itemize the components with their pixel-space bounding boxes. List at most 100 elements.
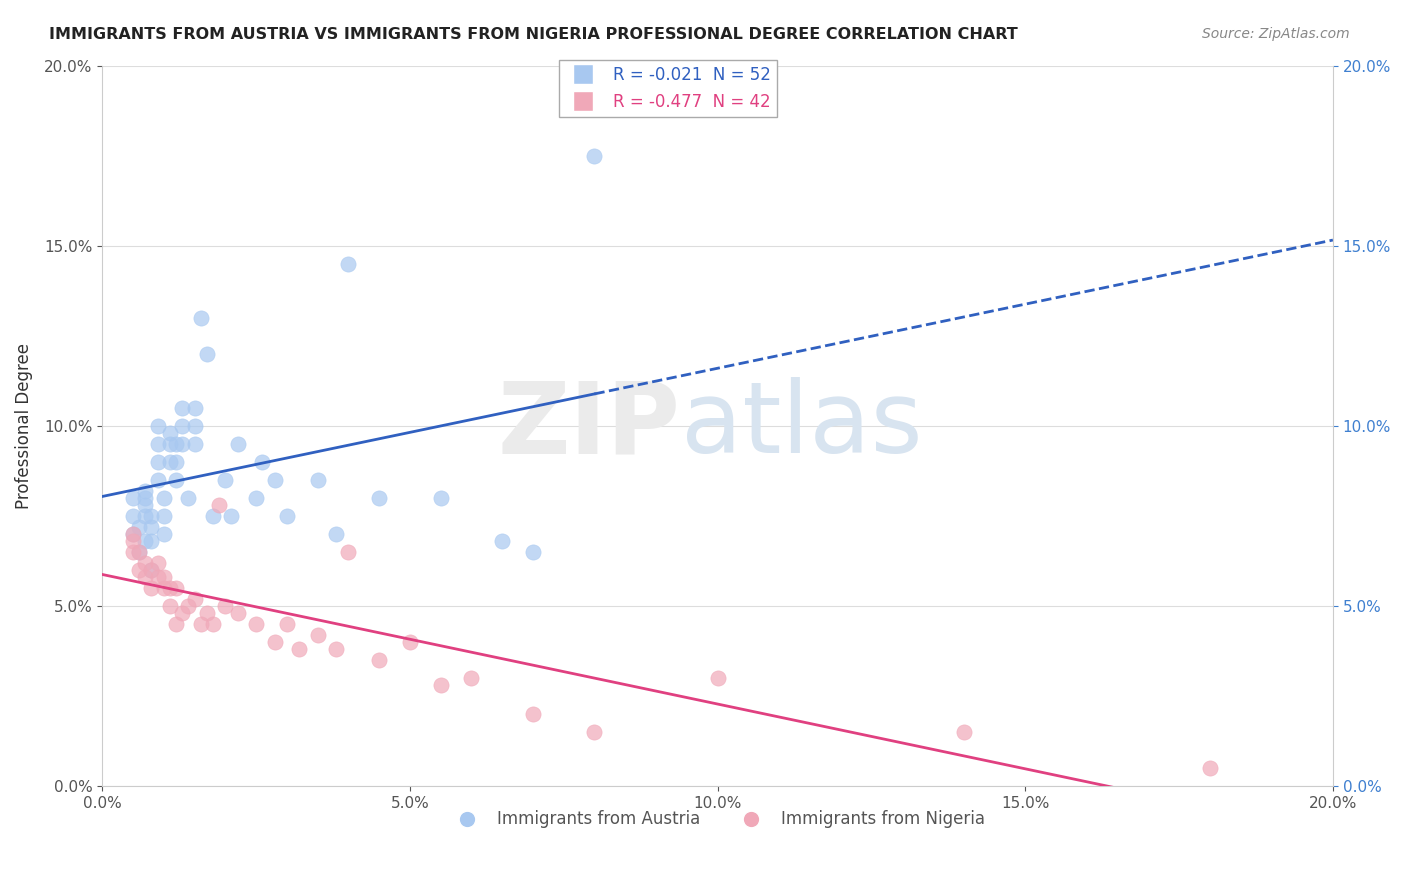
Point xyxy=(1198,761,1220,775)
Point xyxy=(307,473,329,487)
Point xyxy=(250,455,273,469)
Text: IMMIGRANTS FROM AUSTRIA VS IMMIGRANTS FROM NIGERIA PROFESSIONAL DEGREE CORRELATI: IMMIGRANTS FROM AUSTRIA VS IMMIGRANTS FR… xyxy=(49,27,1018,42)
Point xyxy=(134,556,156,570)
Point xyxy=(177,599,200,613)
Point xyxy=(146,436,169,450)
Point xyxy=(146,556,169,570)
Point xyxy=(134,533,156,548)
Point xyxy=(128,519,150,533)
Point xyxy=(134,508,156,523)
Point xyxy=(146,418,169,433)
Point xyxy=(195,606,218,620)
Point xyxy=(141,533,163,548)
Point xyxy=(128,563,150,577)
Y-axis label: Professional Degree: Professional Degree xyxy=(15,343,32,508)
Point xyxy=(325,642,347,657)
Point xyxy=(399,634,422,648)
Point xyxy=(460,671,482,685)
Point xyxy=(134,498,156,512)
Point xyxy=(183,436,205,450)
Point xyxy=(263,473,285,487)
Point xyxy=(214,599,236,613)
Point xyxy=(152,526,174,541)
Legend: Immigrants from Austria, Immigrants from Nigeria: Immigrants from Austria, Immigrants from… xyxy=(444,804,991,835)
Point xyxy=(201,616,224,631)
Point xyxy=(172,606,194,620)
Point xyxy=(337,545,360,559)
Point xyxy=(288,642,311,657)
Point xyxy=(122,526,145,541)
Point xyxy=(583,724,606,739)
Point xyxy=(159,425,181,440)
Point xyxy=(522,706,544,721)
Point xyxy=(159,581,181,595)
Point xyxy=(337,257,360,271)
Point xyxy=(201,508,224,523)
Point xyxy=(276,616,298,631)
Point xyxy=(152,491,174,505)
Point xyxy=(208,498,231,512)
Point xyxy=(183,418,205,433)
Text: ZIP: ZIP xyxy=(498,377,681,475)
Point xyxy=(368,653,391,667)
Point xyxy=(172,436,194,450)
Point xyxy=(122,508,145,523)
Point xyxy=(146,473,169,487)
Point xyxy=(141,508,163,523)
Point xyxy=(706,671,728,685)
Point xyxy=(128,545,150,559)
Point xyxy=(146,570,169,584)
Point xyxy=(245,616,267,631)
Point xyxy=(276,508,298,523)
Point xyxy=(122,533,145,548)
Point xyxy=(190,616,212,631)
Point xyxy=(122,491,145,505)
Point xyxy=(141,519,163,533)
Point xyxy=(226,436,249,450)
Point xyxy=(134,570,156,584)
Point xyxy=(522,545,544,559)
Point xyxy=(159,455,181,469)
Point xyxy=(429,678,451,692)
Point xyxy=(165,473,187,487)
Point xyxy=(429,491,451,505)
Point xyxy=(159,436,181,450)
Point xyxy=(172,418,194,433)
Point xyxy=(307,627,329,641)
Point xyxy=(263,634,285,648)
Point xyxy=(952,724,974,739)
Point xyxy=(165,616,187,631)
Point xyxy=(183,401,205,415)
Point xyxy=(195,346,218,360)
Point xyxy=(226,606,249,620)
Point xyxy=(221,508,243,523)
Point xyxy=(128,545,150,559)
Point xyxy=(491,533,513,548)
Point xyxy=(183,591,205,606)
Point xyxy=(165,436,187,450)
Point xyxy=(165,581,187,595)
Point xyxy=(152,508,174,523)
Point xyxy=(177,491,200,505)
Point xyxy=(146,455,169,469)
Point xyxy=(122,526,145,541)
Point xyxy=(368,491,391,505)
Point xyxy=(141,581,163,595)
Text: atlas: atlas xyxy=(681,377,922,475)
Point xyxy=(141,563,163,577)
Point xyxy=(165,455,187,469)
Point xyxy=(245,491,267,505)
Point xyxy=(134,483,156,498)
Point xyxy=(134,491,156,505)
Point xyxy=(583,148,606,162)
Point xyxy=(141,563,163,577)
Point xyxy=(152,581,174,595)
Point xyxy=(214,473,236,487)
Point xyxy=(152,570,174,584)
Point xyxy=(172,401,194,415)
Point xyxy=(190,310,212,325)
Point xyxy=(159,599,181,613)
Point xyxy=(325,526,347,541)
Text: Source: ZipAtlas.com: Source: ZipAtlas.com xyxy=(1202,27,1350,41)
Point xyxy=(122,545,145,559)
